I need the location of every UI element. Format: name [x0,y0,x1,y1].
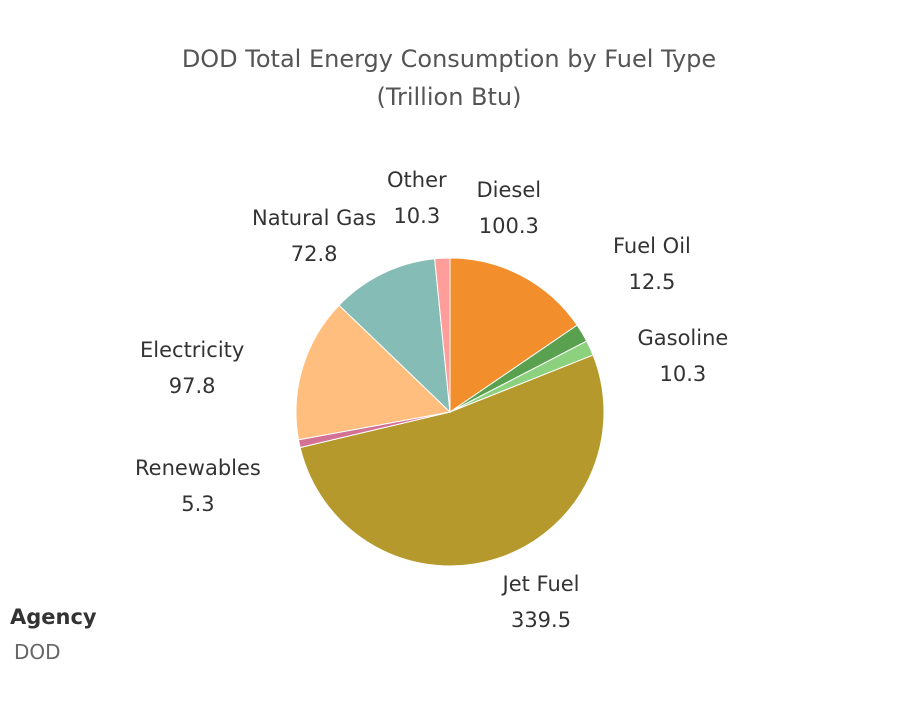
slice-label-value: 12.5 [628,270,676,294]
chart-title-block: DOD Total Energy Consumption by Fuel Typ… [0,40,898,116]
slice-label-other: Other 10.3 [387,162,447,234]
pie-slice-jet-fuel[interactable] [299,354,605,567]
slice-label-value: 100.3 [478,214,539,238]
slice-label-name: Fuel Oil [613,234,691,258]
slice-label-renewables: Renewables 5.3 [135,450,261,522]
slice-label-value: 5.3 [181,492,215,516]
slice-label-name: Renewables [135,456,261,480]
slice-label-value: 97.8 [168,374,216,398]
slice-label-gasoline: Gasoline 10.3 [638,320,729,392]
slice-label-value: 72.8 [290,242,338,266]
slice-label-value: 10.3 [659,362,707,386]
slice-label-name: Other [387,168,447,192]
slice-label-value: 10.3 [393,204,441,228]
pie-slice-natural-gas[interactable] [338,258,451,414]
slice-label-name: Electricity [140,338,245,362]
agency-filter-value[interactable]: DOD [14,640,61,664]
slice-label-value: 339.5 [510,608,572,632]
slice-label-name: Gasoline [637,326,729,350]
slice-label-name: Jet Fuel [502,572,580,596]
slice-label-name: Diesel [476,178,542,202]
slice-label-natural-gas: Natural Gas 72.8 [252,200,376,272]
pie-slice-diesel[interactable] [449,257,578,413]
pie-slice-other[interactable] [434,257,451,413]
slice-label-fuel-oil: Fuel Oil 12.5 [613,228,691,300]
slice-label-diesel: Diesel 100.3 [477,172,542,244]
slice-label-jet-fuel: Jet Fuel 339.5 [503,566,580,638]
slice-label-name: Natural Gas [252,206,377,230]
chart-subtitle: (Trillion Btu) [376,83,522,111]
chart-title: DOD Total Energy Consumption by Fuel Typ… [181,45,717,73]
agency-filter[interactable]: Agency DOD [10,600,97,670]
agency-filter-title: Agency [10,605,97,629]
slice-label-electricity: Electricity 97.8 [140,332,244,404]
pie-slice-electricity[interactable] [295,304,452,441]
